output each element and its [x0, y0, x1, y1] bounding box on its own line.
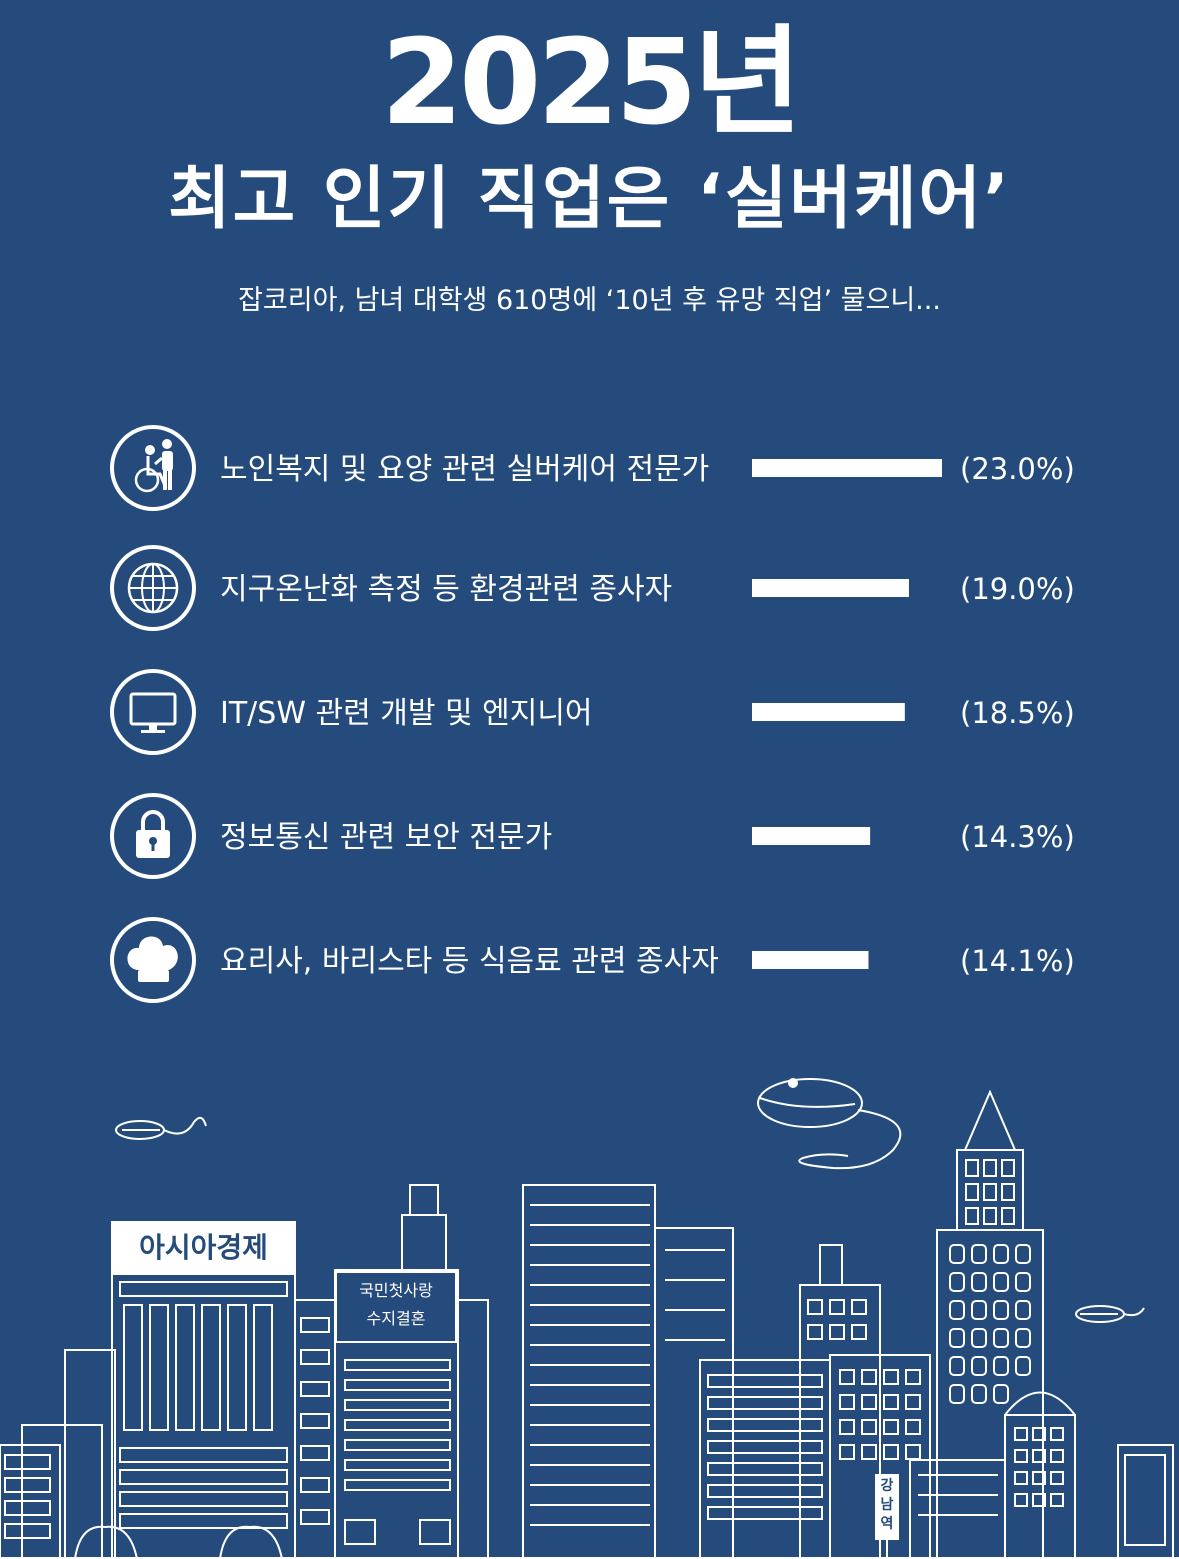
value-label: (14.3%) — [960, 820, 1075, 854]
blimp-icon — [115, 1116, 207, 1140]
tower-windows — [949, 1244, 1031, 1404]
bar — [752, 827, 871, 845]
station-sign: 강남역 — [880, 1478, 894, 1532]
padlock-icon — [110, 793, 196, 879]
value-label: (18.5%) — [960, 696, 1075, 730]
subtitle: 잡코리아, 남녀 대학생 610명에 ‘10년 후 유망 직업’ 물으니... — [238, 285, 941, 316]
bar — [752, 459, 942, 477]
category-label: 요리사, 바리스타 등 식음료 관련 종사자 — [220, 944, 719, 979]
category-label: 정보통신 관련 보안 전문가 — [220, 820, 552, 855]
chart-row: 노인복지 및 요양 관련 실버케어 전문가 (23.0%) — [110, 425, 1075, 511]
category-label: 노인복지 및 요양 관련 실버케어 전문가 — [220, 452, 709, 487]
chart-row: 정보통신 관련 보안 전문가 (14.3%) — [110, 793, 1075, 879]
sign-line1: 국민첫사랑 — [359, 1281, 433, 1300]
bar-chart: 노인복지 및 요양 관련 실버케어 전문가 (23.0%) 지구온난화 측정 등 환… — [110, 425, 1075, 1003]
title-main: 최고 인기 직업은 ‘실버케어’ — [168, 160, 1011, 239]
bar — [752, 579, 909, 597]
value-label: (23.0%) — [960, 452, 1075, 486]
chef-hat-icon — [110, 917, 196, 1003]
title-year: 2025년 — [381, 13, 802, 151]
wheelchair-care-icon — [110, 425, 196, 511]
category-label: 지구온난화 측정 등 환경관련 종사자 — [220, 572, 672, 607]
sign-company: 아시아경제 — [139, 1231, 268, 1264]
bar — [752, 951, 869, 969]
category-label: IT/SW 관련 개발 및 엔지니어 — [220, 696, 593, 731]
sign-line2: 수지결혼 — [366, 1309, 426, 1328]
chart-row: 지구온난화 측정 등 환경관련 종사자 (19.0%) — [110, 545, 1075, 631]
office-windows — [119, 1304, 288, 1529]
blimp-icon — [757, 1078, 902, 1170]
chart-row: IT/SW 관련 개발 및 엔지니어 (18.5%) — [110, 669, 1075, 755]
globe-icon — [110, 545, 196, 631]
value-label: (19.0%) — [960, 572, 1075, 606]
monitor-icon — [110, 669, 196, 755]
value-label: (14.1%) — [960, 944, 1075, 978]
bar — [752, 703, 905, 721]
chart-row: 요리사, 바리스타 등 식음료 관련 종사자 (14.1%) — [110, 917, 1075, 1003]
city-skyline-illustration — [0, 1078, 1179, 1559]
blimp-icon — [1075, 1305, 1145, 1323]
